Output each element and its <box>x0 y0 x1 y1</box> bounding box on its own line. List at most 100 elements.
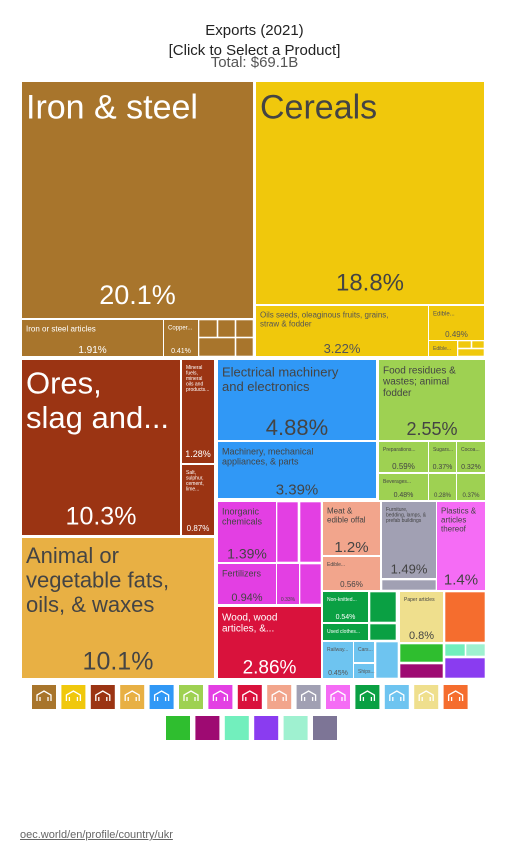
treemap-minor-tile[interactable] <box>381 579 437 591</box>
source-link[interactable]: oec.world/en/profile/country/ukr <box>20 829 173 841</box>
treemap-tile[interactable]: Preparations... 0.59% <box>379 442 428 472</box>
treemap-tile[interactable]: Wood, wood articles, &... 2.86% <box>218 607 321 679</box>
legend-swatch[interactable] <box>443 685 468 709</box>
treemap-tile[interactable]: Cars... <box>354 642 374 662</box>
legend-swatch[interactable] <box>61 685 86 709</box>
tile-rect[interactable] <box>22 360 180 535</box>
tile-rect[interactable] <box>429 341 457 356</box>
legend-swatch[interactable] <box>237 685 262 709</box>
tile-rect[interactable] <box>182 360 214 463</box>
treemap-minor-tile[interactable] <box>471 340 485 349</box>
treemap-tile[interactable]: Meat & edible offal 1.2% <box>323 502 380 556</box>
animal-products-icon[interactable] <box>32 685 56 709</box>
legend-swatch[interactable] <box>414 685 439 709</box>
services-icon[interactable] <box>283 716 308 740</box>
treemap-tile[interactable]: Fertilizers 0.94% <box>218 564 276 604</box>
treemap-tile[interactable]: 0.33% <box>277 564 299 604</box>
treemap-minor-tile[interactable] <box>369 591 397 623</box>
treemap-tile[interactable]: Sugars... 0.37% <box>429 442 456 472</box>
legend-swatch[interactable] <box>384 685 409 709</box>
treemap-tile[interactable]: Ores, slag and... 10.3% <box>22 360 180 535</box>
treemap-minor-tile[interactable] <box>457 348 485 357</box>
tile-rect[interactable] <box>437 502 485 590</box>
footwear-icon[interactable] <box>355 685 380 709</box>
legend-swatch[interactable] <box>90 685 115 709</box>
legend-swatch[interactable] <box>195 716 220 740</box>
treemap-minor-tile[interactable] <box>399 663 444 679</box>
tile-rect[interactable] <box>400 592 443 642</box>
treemap-tile[interactable]: Iron or steel articles 1.91% <box>22 320 163 356</box>
treemap-tile[interactable]: 0.28% <box>429 474 456 500</box>
machines-icon[interactable] <box>149 685 174 709</box>
treemap-tile[interactable]: Edible... <box>429 341 457 356</box>
art-icon[interactable] <box>254 716 279 740</box>
tile-rect[interactable] <box>218 360 376 440</box>
tile-rect[interactable] <box>323 557 380 590</box>
treemap-minor-tile[interactable] <box>375 641 399 679</box>
instruments-icon[interactable] <box>443 685 468 709</box>
treemap-minor-tile[interactable] <box>444 657 486 679</box>
tile-rect[interactable] <box>22 82 253 318</box>
treemap-minor-tile[interactable] <box>369 623 397 641</box>
legend-swatch[interactable] <box>283 716 308 740</box>
legend-swatch[interactable] <box>326 685 350 709</box>
treemap-tile[interactable]: Plastics & articles thereof 1.4% <box>437 502 485 590</box>
treemap-tile[interactable]: Salt, sulphur, cement, lime... 0.87% <box>182 465 214 535</box>
treemap-tile[interactable]: Beverages... 0.48% <box>379 474 428 500</box>
treemap-tile[interactable]: Oils seeds, oleaginous fruits, grains, st… <box>256 306 428 356</box>
treemap-tile[interactable]: Cocoa... 0.32% <box>457 442 485 472</box>
treemap-minor-tile[interactable] <box>444 643 466 657</box>
legend-swatch[interactable] <box>179 685 203 709</box>
treemap-tile[interactable]: Machinery, mechanical appliances, & parts… <box>218 442 376 499</box>
treemap-tile[interactable]: Edible... 0.56% <box>323 557 380 590</box>
textiles-icon[interactable] <box>296 685 321 709</box>
tile-rect[interactable] <box>256 306 428 356</box>
tile-rect[interactable] <box>323 592 368 622</box>
legend-swatch[interactable] <box>32 685 56 709</box>
tile-rect[interactable] <box>379 442 428 472</box>
tile-rect[interactable] <box>429 306 484 340</box>
minerals-icon[interactable] <box>90 685 115 709</box>
treemap-tile[interactable]: Furniture, bedding, lamps, & prefab buildi… <box>382 502 436 578</box>
tile-rect[interactable] <box>323 502 380 555</box>
treemap-tile[interactable]: 0.37% <box>457 474 485 500</box>
legend-swatch[interactable] <box>120 685 145 709</box>
treemap-tile[interactable]: Used clothes... <box>323 624 368 640</box>
precious-icon[interactable] <box>224 716 249 740</box>
treemap-minor-tile[interactable] <box>444 591 486 643</box>
transport-icon[interactable] <box>267 685 292 709</box>
tile-rect[interactable] <box>354 664 374 678</box>
other-icon[interactable] <box>313 716 337 740</box>
tile-rect[interactable] <box>218 442 376 498</box>
treemap-tile[interactable]: Food residues & wastes; animal fodder 2.55% <box>379 360 485 440</box>
tile-rect[interactable] <box>164 320 198 356</box>
foodstuffs-icon[interactable] <box>120 685 145 709</box>
treemap-tile[interactable]: Railway... 0.45% <box>323 642 353 678</box>
wood-icon[interactable] <box>237 685 262 709</box>
treemap-minor-tile[interactable] <box>276 501 299 563</box>
plastics-icon[interactable] <box>326 685 350 709</box>
legend-swatch[interactable] <box>149 685 174 709</box>
legend-swatch[interactable] <box>224 716 249 740</box>
legend-swatch[interactable] <box>267 685 292 709</box>
chemicals-icon[interactable] <box>179 685 203 709</box>
treemap-minor-tile[interactable] <box>198 319 218 338</box>
stone-icon[interactable] <box>384 685 409 709</box>
tile-rect[interactable] <box>22 538 214 678</box>
treemap-minor-tile[interactable] <box>299 501 322 563</box>
tile-rect[interactable] <box>429 442 456 472</box>
legend-swatch[interactable] <box>208 685 233 709</box>
treemap-tile[interactable]: Cereals 18.8% <box>256 82 484 304</box>
tile-rect[interactable] <box>22 320 163 356</box>
tile-rect[interactable] <box>218 564 276 604</box>
paper-icon[interactable] <box>414 685 439 709</box>
tile-rect[interactable] <box>354 642 374 662</box>
arms-icon[interactable] <box>195 716 220 740</box>
treemap-tile[interactable]: Iron & steel 20.1% <box>22 82 253 318</box>
metals-icon[interactable] <box>208 685 233 709</box>
treemap-minor-tile[interactable] <box>235 319 254 338</box>
tile-rect[interactable] <box>182 465 214 535</box>
treemap-tile[interactable]: Edible... 0.49% <box>429 306 484 340</box>
treemap-tile[interactable]: Ships... <box>354 664 375 678</box>
treemap-minor-tile[interactable] <box>217 319 236 338</box>
